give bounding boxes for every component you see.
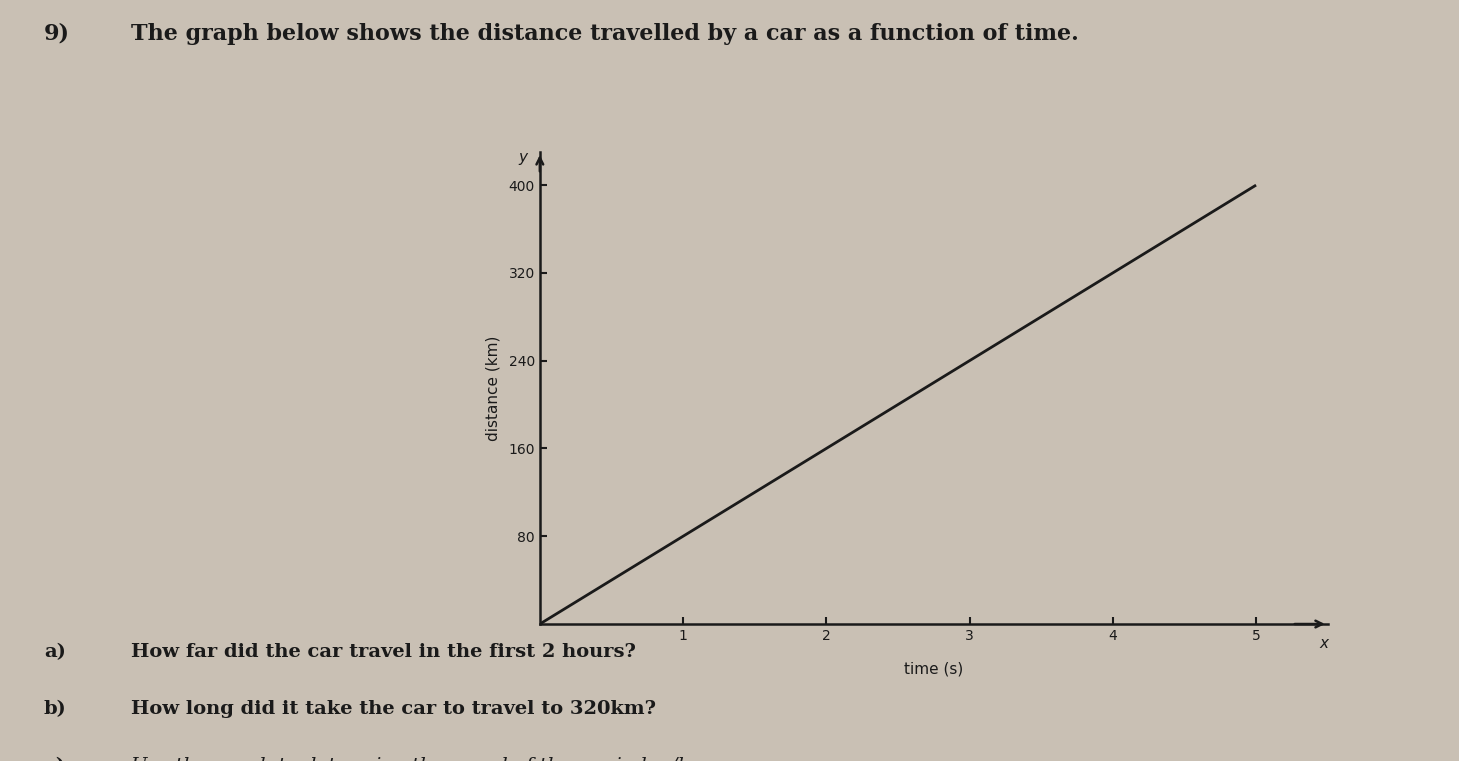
Text: y: y [518, 150, 527, 165]
Text: The graph below shows the distance travelled by a car as a function of time.: The graph below shows the distance trave… [131, 23, 1080, 45]
Text: Use the graph to determine the speed of the car in km/h.: Use the graph to determine the speed of … [131, 757, 696, 761]
Y-axis label: distance (km): distance (km) [486, 336, 500, 441]
Text: c): c) [44, 757, 64, 761]
X-axis label: time (s): time (s) [905, 662, 963, 677]
Text: How far did the car travel in the first 2 hours?: How far did the car travel in the first … [131, 643, 636, 661]
Text: x: x [1319, 636, 1328, 651]
Text: b): b) [44, 700, 67, 718]
Text: 9): 9) [44, 23, 70, 45]
Text: How long did it take the car to travel to 320km?: How long did it take the car to travel t… [131, 700, 657, 718]
Text: a): a) [44, 643, 66, 661]
